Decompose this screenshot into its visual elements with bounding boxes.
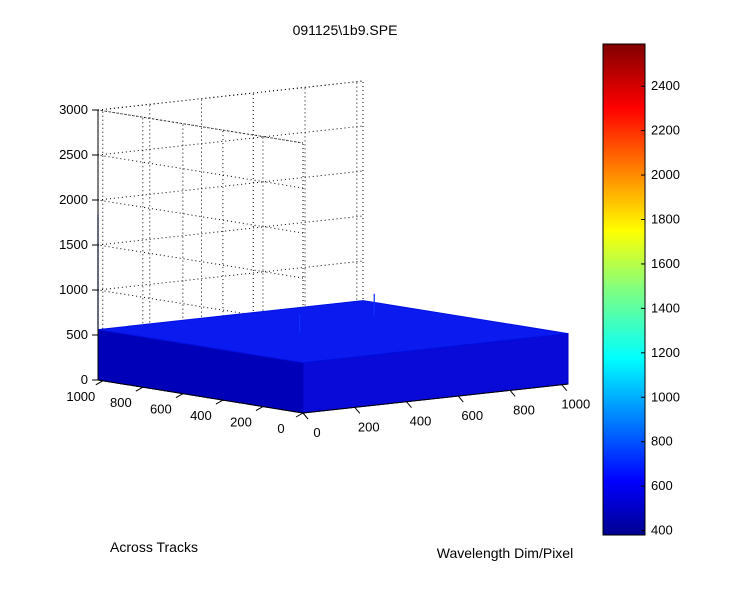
x-tick-label: 200 — [358, 419, 380, 434]
colorbar-tick-label: 2000 — [651, 167, 680, 182]
colorbar-tick-label: 2400 — [651, 78, 680, 93]
colorbar-tick-label: 600 — [651, 478, 673, 493]
wall-grid-line — [97, 244, 304, 279]
colorbar-tick-label: 1200 — [651, 345, 680, 360]
y-tick-mark — [255, 406, 264, 411]
colorbar-tick-label: 2200 — [651, 123, 680, 138]
z-tick-label: 0 — [81, 372, 88, 387]
wall-grid-line — [97, 170, 364, 201]
x-tick-mark — [406, 401, 412, 408]
axis-line — [302, 383, 569, 414]
x-tick-label: 400 — [410, 414, 432, 429]
wall-grid-line — [97, 215, 364, 246]
colorbar-tick-label: 1000 — [651, 389, 680, 404]
x-tick-mark — [457, 395, 464, 403]
x-tick-mark — [302, 412, 309, 420]
wall-grid-line — [97, 260, 364, 291]
y-tick-label: 400 — [190, 408, 212, 423]
colorbar-gradient — [602, 43, 646, 536]
surface-top — [97, 300, 569, 364]
colorbar-tick-label: 1600 — [651, 256, 680, 271]
y-tick-mark — [175, 393, 184, 399]
z-tick-label: 500 — [66, 327, 88, 342]
colorbar-tick-label: 1400 — [651, 300, 680, 315]
x-tick-label: 800 — [513, 402, 535, 417]
y-tick-label: 1000 — [66, 389, 95, 404]
chart-title: 091125\1b9.SPE — [293, 22, 398, 38]
box-edge — [97, 80, 364, 111]
surface — [97, 300, 569, 414]
axis-ticks: 0 200 400 600 800 1000 0 200 400 600 800 1000 0 500 10… — [59, 102, 590, 440]
colorbar: 400 600 800 1000 1200 1400 1600 1800 2000 2200 240… — [602, 43, 680, 538]
wall-grid-line — [97, 199, 304, 234]
wall-grid-line — [97, 80, 364, 111]
y-axis-label: Across Tracks — [110, 539, 198, 555]
y-tick-mark — [135, 386, 144, 392]
x-tick-mark — [354, 407, 361, 414]
x-tick-mark — [509, 390, 516, 397]
colorbar-tick-label: 1800 — [651, 212, 680, 227]
z-tick-label: 1000 — [59, 282, 88, 297]
y-tick-label: 800 — [110, 395, 132, 410]
colorbar-tick-label: 400 — [651, 523, 673, 538]
axes-box: 0 200 400 600 800 1000 0 200 400 600 800 1000 0 500 10… — [59, 80, 590, 440]
y-tick-label: 600 — [150, 402, 172, 417]
z-tick-label: 2500 — [59, 147, 88, 162]
y-tick-label: 200 — [230, 415, 252, 430]
z-tick-label: 2000 — [59, 192, 88, 207]
wall-grid-line — [97, 125, 364, 156]
x-tick-mark — [561, 384, 568, 391]
axis-line — [97, 379, 304, 414]
z-tick-label: 3000 — [59, 102, 88, 117]
y-tick-mark — [295, 412, 304, 418]
x-tick-label: 1000 — [561, 397, 590, 412]
x-tick-label: 0 — [313, 425, 320, 440]
y-tick-mark — [215, 399, 224, 405]
z-tick-label: 1500 — [59, 237, 88, 252]
x-axis-label: Wavelength Dim/Pixel — [437, 545, 573, 561]
colorbar-ticks: 400 600 800 1000 1200 1400 1600 1800 2000 2200 240… — [641, 78, 680, 538]
y-tick-label: 0 — [277, 421, 284, 436]
wall-grid-line — [97, 154, 304, 189]
colorbar-tick-label: 800 — [651, 434, 673, 449]
x-tick-label: 600 — [461, 408, 483, 423]
y-tick-mark — [95, 380, 104, 386]
